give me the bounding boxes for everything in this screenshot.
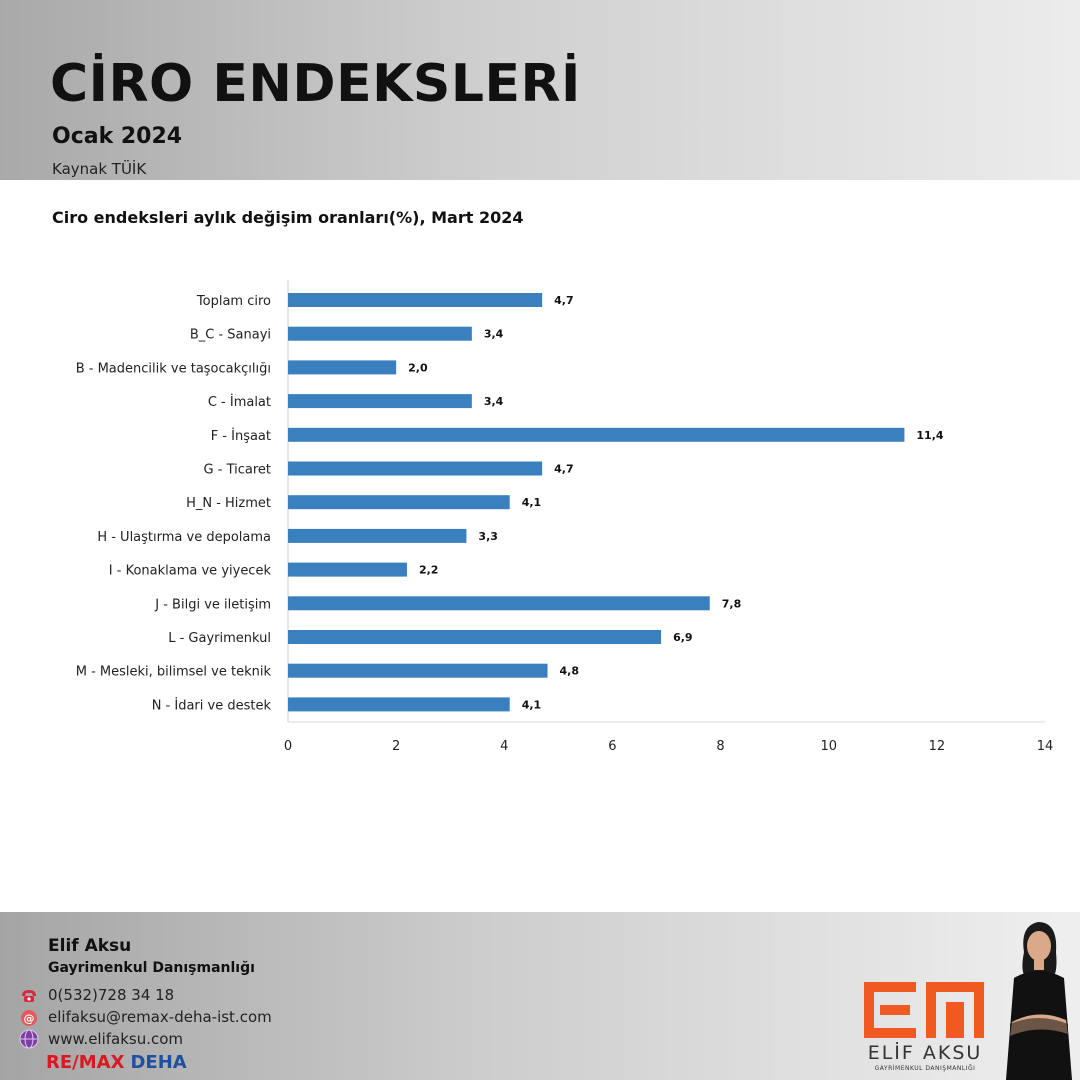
bar: [288, 630, 662, 644]
remax-brand: RE/MAX DEHA: [46, 1052, 187, 1073]
category-label: H_N - Hizmet: [186, 496, 271, 511]
email-contact[interactable]: @ elifaksu@remax-deha-ist.com: [18, 1006, 272, 1028]
email-icon: @: [18, 1006, 40, 1028]
data-label: 4,1: [522, 496, 542, 509]
category-label: B_C - Sanayi: [190, 328, 271, 343]
category-label: B - Madencilik ve taşocakçılığı: [76, 361, 271, 376]
bar: [288, 461, 543, 476]
data-label: 6,9: [673, 631, 693, 644]
bar: [288, 495, 510, 510]
page-subtitle: Ocak 2024: [52, 124, 183, 149]
agent-portrait: [1006, 922, 1072, 1080]
bar-chart: Toplam ciro 4,7 B_C - Sanayi 3,4 B - Madenci…: [76, 280, 1054, 754]
data-label: 4,7: [554, 463, 574, 476]
bar: [288, 360, 397, 375]
data-label: 4,1: [522, 698, 542, 711]
x-tick-label: 12: [929, 739, 946, 754]
chart-title: Ciro endeksleri aylık değişim oranları(%…: [52, 208, 524, 227]
data-label: 11,4: [916, 429, 943, 442]
x-tick-label: 10: [820, 739, 837, 754]
data-label: 2,2: [419, 564, 439, 577]
phone-number: 0(532)728 34 18: [48, 986, 175, 1004]
bar: [288, 326, 472, 341]
agent-role: Gayrimenkul Danışmanlığı: [48, 960, 255, 976]
deha-logo-text: DEHA: [130, 1052, 187, 1073]
logo-subtitle: GAYRİMENKUL DANIŞMANLIĞI: [874, 1065, 976, 1072]
x-tick-label: 6: [608, 739, 616, 754]
category-label: I - Konaklama ve yiyecek: [109, 564, 272, 579]
header-banner: CİRO ENDEKSLERİ Ocak 2024 Kaynak TÜİK: [0, 0, 1080, 180]
category-label: H - Ulaştırma ve depolama: [97, 530, 271, 545]
category-label: J - Bilgi ve iletişim: [154, 597, 271, 612]
x-tick-label: 2: [392, 739, 400, 754]
globe-icon: [18, 1028, 40, 1050]
data-label: 4,7: [554, 294, 574, 307]
bar: [288, 528, 467, 543]
category-label: N - İdari ve destek: [152, 697, 272, 713]
agent-name: Elif Aksu: [48, 936, 132, 956]
data-label: 2,0: [408, 361, 428, 374]
footer-banner: Elif Aksu Gayrimenkul Danışmanlığı 0(532…: [0, 912, 1080, 1080]
source-label: Kaynak TÜİK: [52, 160, 147, 178]
phone-icon: [18, 984, 40, 1006]
data-label: 7,8: [722, 597, 742, 610]
category-label: Toplam ciro: [196, 294, 271, 309]
remax-logo-text: RE/MAX: [46, 1052, 125, 1073]
category-label: L - Gayrimenkul: [168, 631, 271, 646]
bar: [288, 596, 710, 611]
logo-name: ELİF AKSU: [867, 1042, 983, 1064]
bar: [288, 697, 510, 712]
phone-contact[interactable]: 0(532)728 34 18: [18, 984, 174, 1006]
x-tick-label: 14: [1037, 739, 1054, 754]
data-label: 3,4: [484, 328, 504, 341]
data-label: 4,8: [560, 665, 580, 678]
data-label: 3,4: [484, 395, 504, 408]
category-label: M - Mesleki, bilimsel ve teknik: [76, 665, 272, 680]
bar: [288, 427, 905, 442]
web-contact[interactable]: www.elifaksu.com: [18, 1028, 183, 1050]
ea-logo-icon: [864, 982, 984, 1038]
x-tick-label: 0: [284, 739, 292, 754]
email-address: elifaksu@remax-deha-ist.com: [48, 1008, 272, 1026]
website-url: www.elifaksu.com: [48, 1030, 184, 1048]
svg-text:@: @: [24, 1012, 35, 1025]
bar: [288, 562, 407, 577]
category-label: G - Ticaret: [204, 463, 271, 478]
bar: [288, 663, 548, 678]
x-tick-label: 4: [500, 739, 508, 754]
x-tick-label: 8: [716, 739, 724, 754]
bar: [288, 293, 543, 307]
bar: [288, 394, 472, 409]
page-title: CİRO ENDEKSLERİ: [50, 54, 581, 114]
category-label: F - İnşaat: [211, 428, 271, 444]
data-label: 3,3: [478, 530, 498, 543]
category-label: C - İmalat: [208, 394, 271, 410]
